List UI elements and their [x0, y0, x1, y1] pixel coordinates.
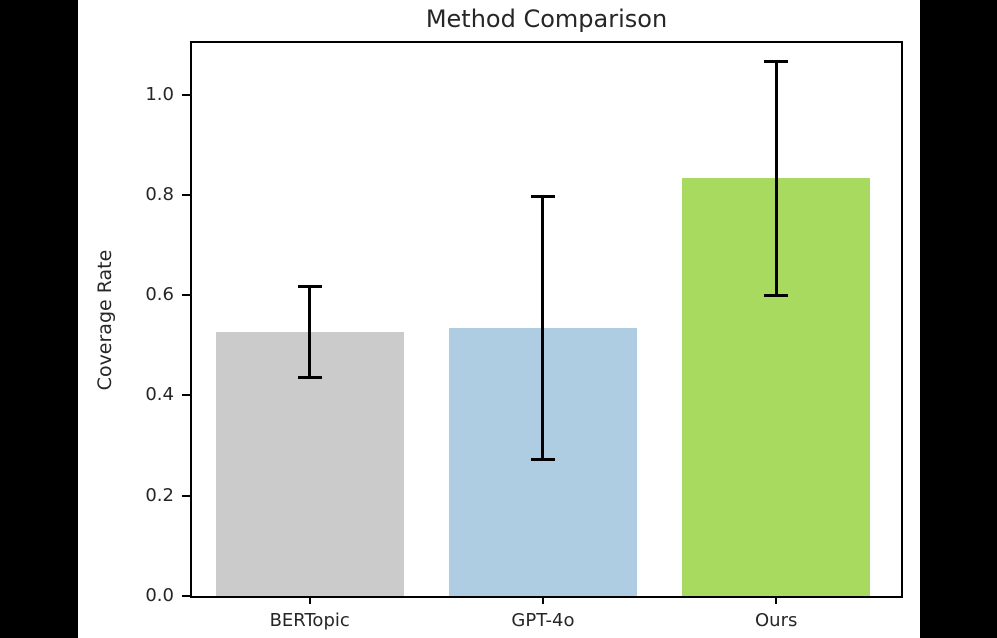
y-tick	[182, 93, 190, 96]
y-tick	[182, 394, 190, 397]
error-bar-line	[774, 61, 778, 296]
error-bar-cap-bottom	[764, 293, 789, 297]
error-bar-line	[308, 285, 312, 378]
y-tick	[182, 193, 190, 196]
plot-area: BERTopic GPT-4o Ours 0.0 0.2 0.4 0.6 0.8 1.0	[145, 41, 903, 631]
error-bar-cap-top	[530, 195, 555, 199]
y-tick-label: 0.0	[145, 585, 174, 606]
y-tick-label: 0.2	[145, 484, 174, 506]
x-tick-label: Ours	[755, 610, 798, 631]
chart-title: Method Comparison	[425, 5, 668, 33]
x-tick-label: GPT-4o	[511, 610, 575, 631]
y-tick-label: 0.8	[145, 183, 174, 205]
error-bar-line	[541, 196, 545, 461]
error-bar-cap-top	[764, 60, 789, 64]
y-tick-label: 0.6	[145, 284, 174, 306]
y-tick	[182, 494, 190, 497]
y-tick	[182, 595, 190, 597]
y-tick-label: 1.0	[145, 83, 174, 105]
error-bar-cap-top	[297, 284, 322, 288]
chart-figure: Method Comparison Coverage Rate BERTopic…	[78, 0, 920, 638]
error-bar-cap-bottom	[530, 458, 555, 462]
error-bar-cap-bottom	[297, 375, 322, 379]
y-axis-label: Coverage Rate	[94, 249, 116, 391]
y-tick-label: 0.4	[145, 384, 174, 406]
x-tick	[775, 596, 778, 604]
x-tick-label: BERTopic	[269, 610, 350, 631]
y-tick	[182, 294, 190, 297]
x-tick	[541, 596, 544, 604]
x-tick	[308, 596, 311, 604]
